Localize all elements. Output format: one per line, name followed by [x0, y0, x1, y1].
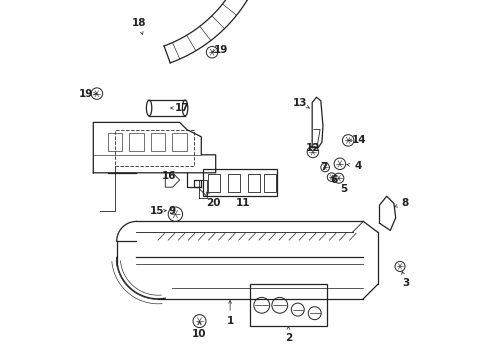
Text: 11: 11 — [235, 198, 249, 208]
Text: 3: 3 — [401, 278, 408, 288]
Text: 2: 2 — [284, 333, 291, 343]
Text: 20: 20 — [205, 198, 220, 208]
Text: 10: 10 — [192, 329, 206, 339]
Bar — [172, 133, 186, 151]
Bar — [107, 133, 122, 151]
Bar — [228, 174, 240, 192]
Text: 15: 15 — [149, 206, 164, 216]
Bar — [264, 174, 276, 192]
Text: 7: 7 — [320, 162, 327, 172]
Text: 8: 8 — [400, 198, 407, 208]
Text: 5: 5 — [339, 184, 346, 194]
Text: 17: 17 — [175, 103, 189, 113]
Text: 9: 9 — [168, 206, 175, 216]
Bar — [208, 174, 220, 192]
Bar — [151, 133, 165, 151]
Bar — [247, 174, 260, 192]
Text: 19: 19 — [213, 45, 228, 55]
Text: 16: 16 — [162, 171, 176, 181]
Text: 13: 13 — [292, 98, 306, 108]
Text: 1: 1 — [226, 316, 233, 326]
Bar — [129, 133, 143, 151]
Bar — [249, 284, 326, 326]
Text: 14: 14 — [351, 135, 366, 145]
Text: 18: 18 — [131, 18, 146, 28]
Text: 12: 12 — [305, 143, 320, 153]
Text: 4: 4 — [353, 161, 361, 171]
Bar — [203, 169, 276, 196]
Text: 19: 19 — [79, 89, 93, 99]
Text: 6: 6 — [329, 175, 337, 185]
